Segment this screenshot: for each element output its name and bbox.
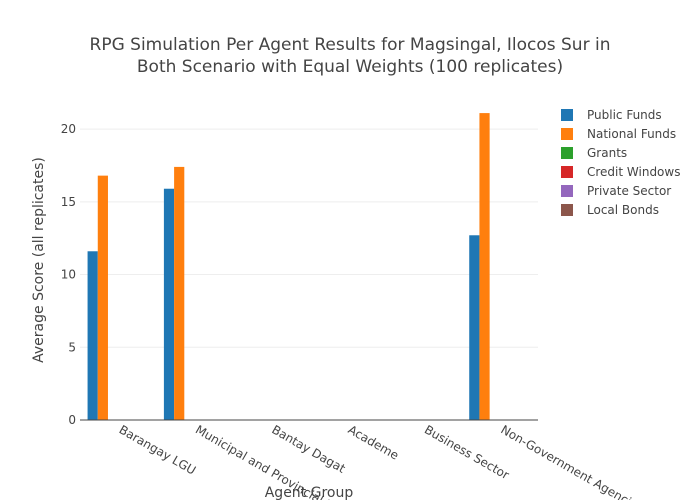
bar[interactable] [97, 175, 108, 420]
bar[interactable] [479, 113, 490, 420]
legend-label[interactable]: Credit Windows [587, 165, 680, 179]
legend-label[interactable]: Public Funds [587, 108, 662, 122]
y-tick-label: 10 [61, 268, 76, 282]
bars [87, 113, 490, 420]
legend-swatch[interactable] [561, 109, 573, 121]
legend-label[interactable]: Grants [587, 146, 627, 160]
chart-title-line-2: Both Scenario with Equal Weights (100 re… [137, 57, 563, 77]
legend-swatch[interactable] [561, 128, 573, 140]
bar[interactable] [469, 235, 480, 420]
legend-label[interactable]: National Funds [587, 127, 676, 141]
x-tick-label: Bantay Dagat [269, 422, 348, 475]
x-tick-label: Academe [346, 422, 402, 462]
y-tick-label: 0 [68, 413, 76, 427]
legend[interactable]: Public Funds National Funds Grants Credit W… [561, 108, 680, 217]
x-tick-label: Non-Government Agencies [498, 422, 645, 500]
bar[interactable] [87, 251, 98, 420]
legend-swatch[interactable] [561, 166, 573, 178]
y-axis-ticks: 0 5 10 15 20 [61, 122, 76, 427]
bar[interactable] [163, 188, 175, 420]
bar[interactable] [174, 166, 185, 420]
legend-swatch[interactable] [561, 185, 573, 197]
y-tick-label: 15 [61, 195, 76, 209]
legend-label[interactable]: Private Sector [587, 184, 671, 198]
y-tick-label: 20 [61, 122, 76, 136]
legend-swatch[interactable] [561, 204, 573, 216]
x-tick-label: Business Sector [422, 422, 512, 482]
x-tick-label: Barangay LGU [117, 422, 199, 477]
legend-swatch[interactable] [561, 147, 573, 159]
x-axis-title: Agent Group [265, 485, 354, 500]
y-tick-label: 5 [68, 340, 76, 354]
legend-label[interactable]: Local Bonds [587, 203, 659, 217]
y-axis-title: Average Score (all replicates) [31, 157, 47, 363]
gridlines [80, 128, 538, 348]
chart-title-line-1: RPG Simulation Per Agent Results for Mag… [90, 35, 611, 55]
